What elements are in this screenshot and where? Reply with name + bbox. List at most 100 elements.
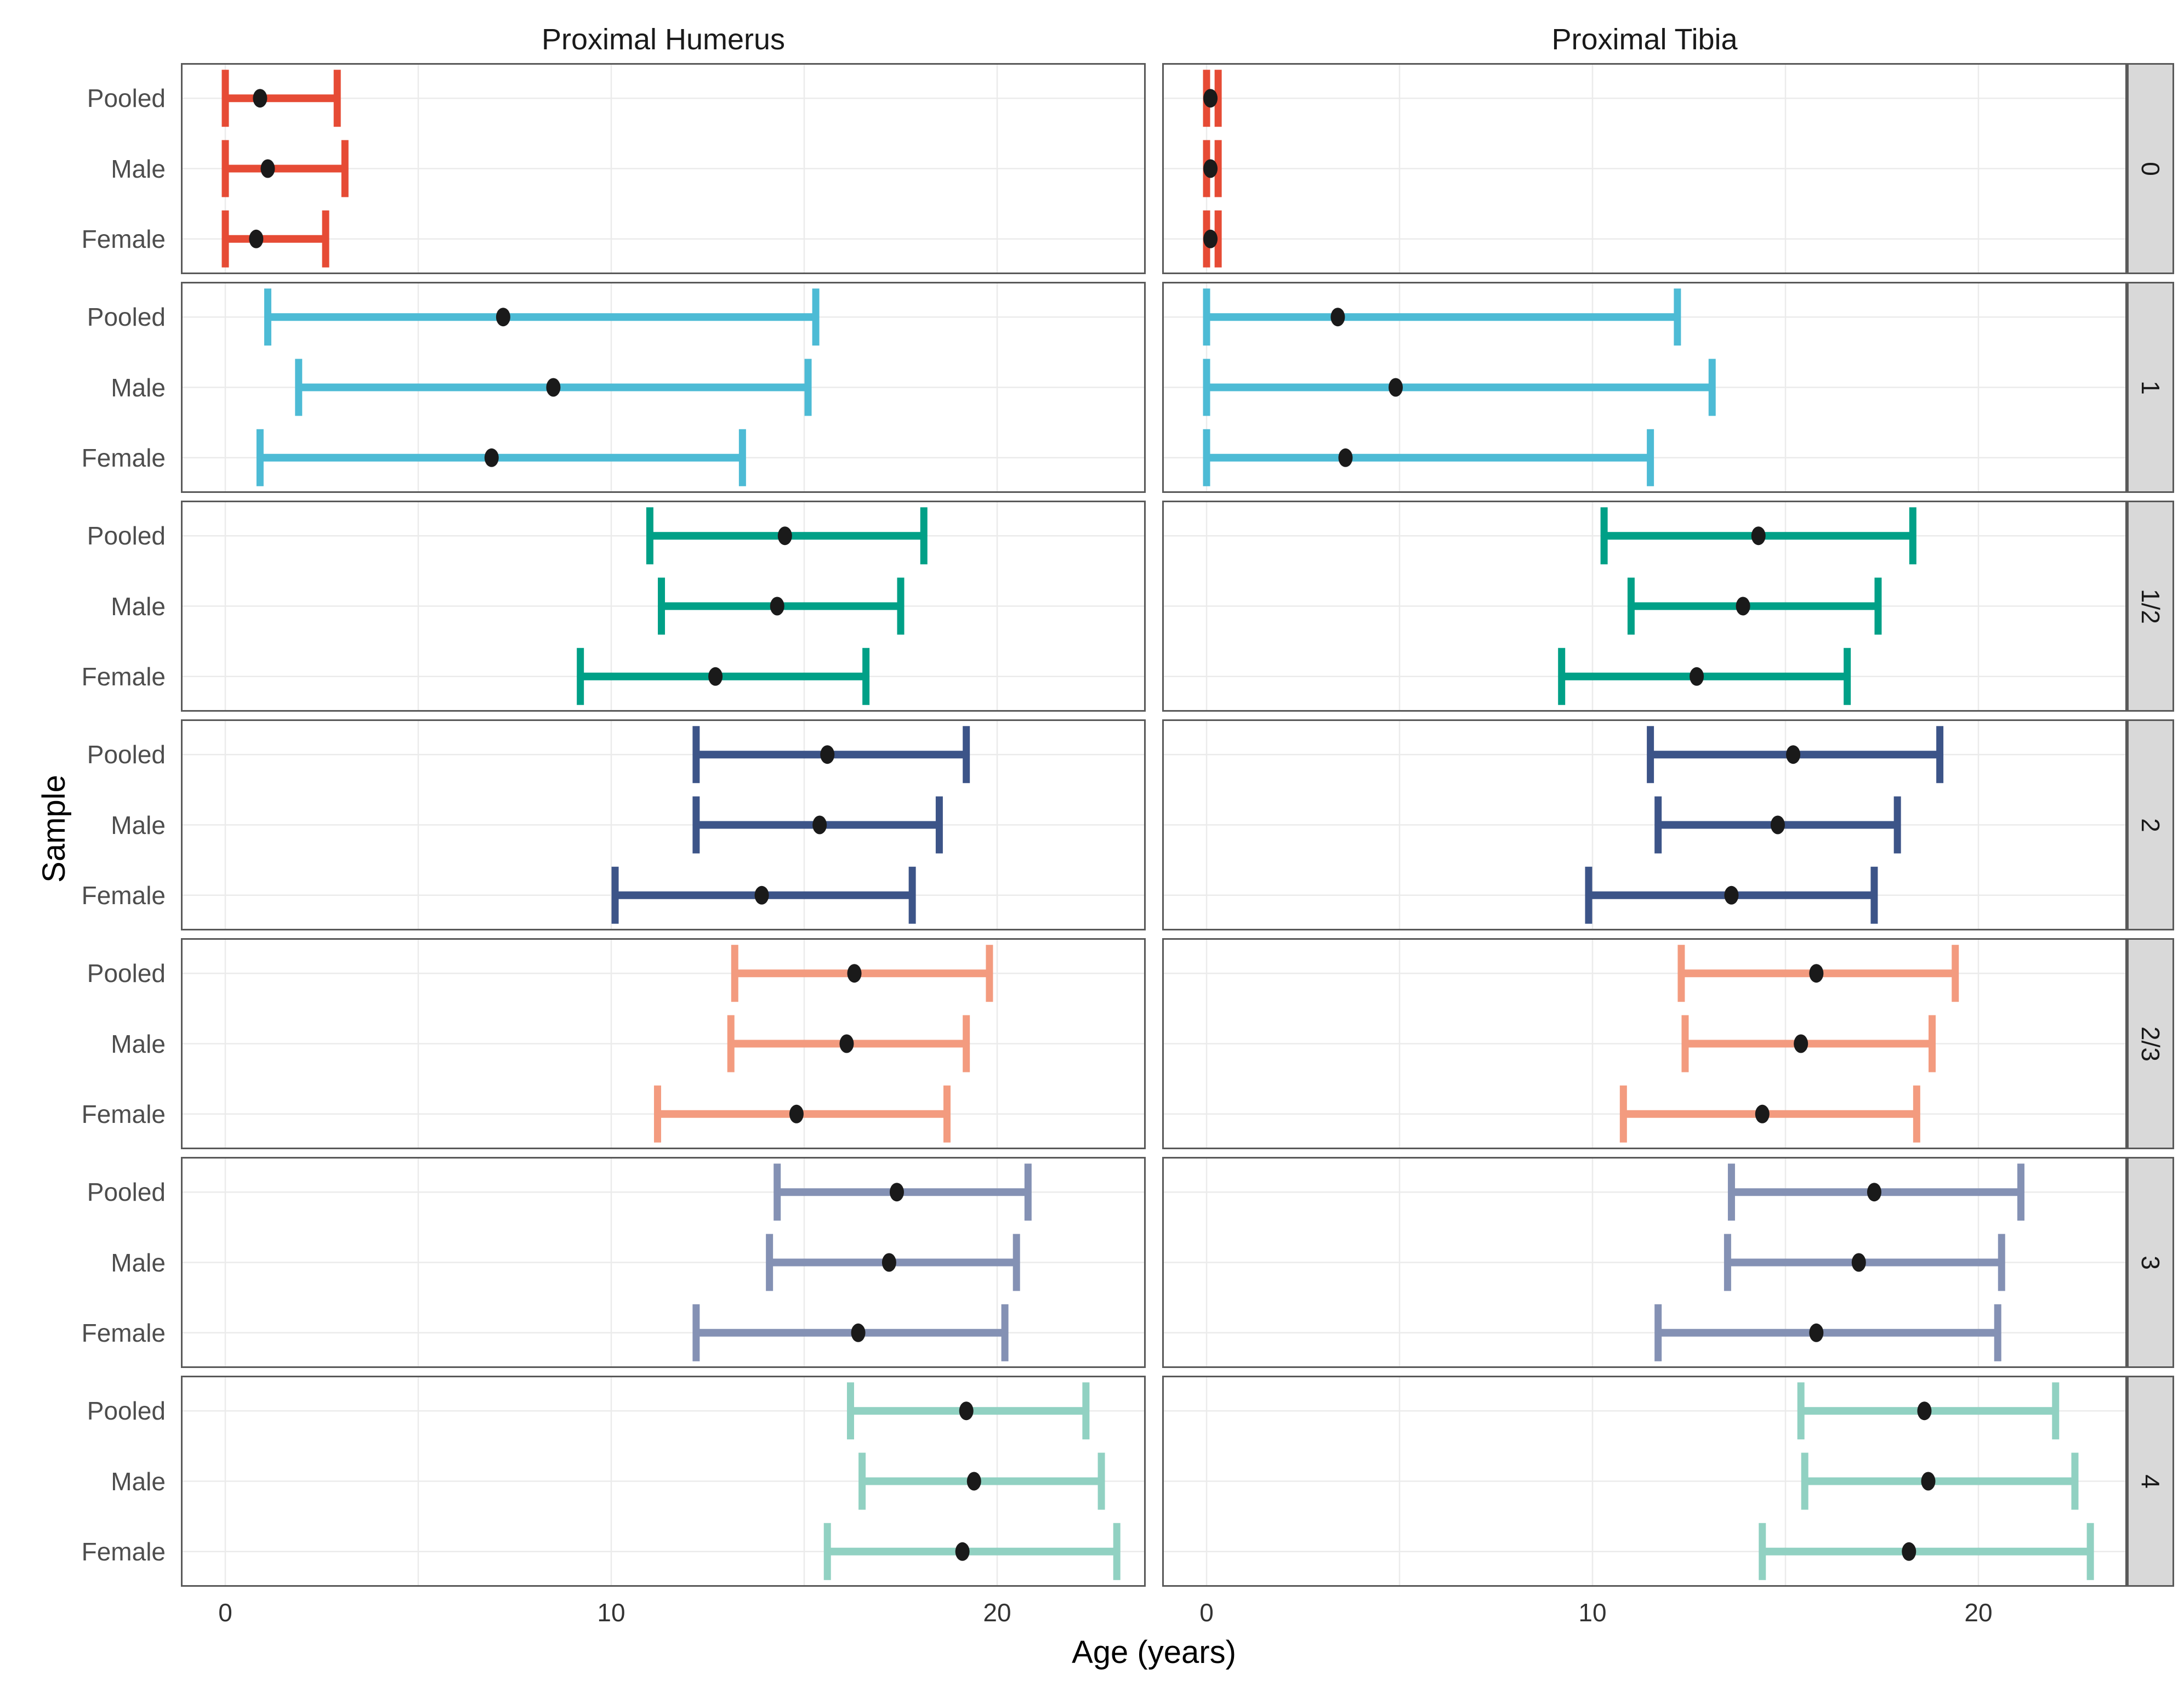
- point-estimate-dot: [881, 1253, 896, 1272]
- point-estimate-dot: [1203, 229, 1218, 248]
- point-estimate-dot: [959, 1401, 974, 1421]
- y-tick-label: Male: [111, 592, 166, 621]
- point-estimate-dot: [1690, 667, 1704, 686]
- point-estimate-dot: [1794, 1034, 1808, 1053]
- errorbar-tibia-stage-4-female: [1759, 1523, 2094, 1580]
- panel-humerus-stage-1/2: [181, 501, 1146, 712]
- point-estimate-dot: [708, 667, 723, 686]
- point-estimate-dot: [260, 159, 275, 178]
- point-estimate-dot: [253, 89, 268, 108]
- panel-humerus-stage-2/3: [181, 938, 1146, 1149]
- panel-border: [181, 282, 1146, 493]
- facet-strip-stage-1/2: 1/2: [2127, 501, 2174, 712]
- panel-border: [181, 719, 1146, 930]
- panel-border: [1162, 63, 2127, 274]
- panel-svg: [1162, 938, 2127, 1149]
- errorbar-humerus-stage-2/3-male: [727, 1015, 970, 1072]
- y-axis-labels-stage-2/3: Pooled Male Female: [0, 938, 181, 1157]
- panel-svg: [1162, 719, 2127, 930]
- errorbar-humerus-stage-3-female: [692, 1304, 1009, 1361]
- y-tick-label: Female: [81, 881, 166, 910]
- errorbar-humerus-stage-2-female: [611, 866, 916, 924]
- y-axis-labels-stage-2: Pooled Male Female: [0, 719, 181, 938]
- point-estimate-dot: [889, 1183, 904, 1202]
- facet-strip-label: 2/3: [2136, 1026, 2165, 1061]
- errorbar-tibia-stage-1/2-male: [1627, 577, 1882, 635]
- errorbar-tibia-stage-1-pooled: [1203, 288, 1681, 346]
- point-estimate-dot: [851, 1323, 866, 1342]
- y-axis-labels-stage-4: Pooled Male Female: [0, 1376, 181, 1594]
- panel-svg: [181, 1376, 1146, 1587]
- point-estimate-dot: [1724, 885, 1739, 905]
- panel-tibia-stage-1/2: [1162, 501, 2127, 712]
- errorbar-tibia-stage-2-pooled: [1647, 726, 1944, 784]
- panel-humerus-stage-1: [181, 282, 1146, 493]
- y-tick-label: Pooled: [87, 303, 166, 332]
- y-tick-label: Female: [81, 224, 166, 253]
- facet-strip-label: 2: [2136, 818, 2165, 832]
- errorbar-humerus-stage-4-female: [823, 1523, 1121, 1580]
- errorbar-tibia-stage-3-female: [1654, 1304, 2001, 1361]
- point-estimate-dot: [839, 1034, 854, 1053]
- panel-svg: [181, 501, 1146, 712]
- facet-strip-stage-0: 0: [2127, 63, 2174, 274]
- panel-humerus-stage-3: [181, 1157, 1146, 1368]
- y-tick-label: Female: [81, 1318, 166, 1347]
- x-tick-label: 0: [218, 1598, 232, 1627]
- point-estimate-dot: [1921, 1472, 1936, 1491]
- point-estimate-dot: [1751, 526, 1766, 546]
- y-tick-label: Pooled: [87, 959, 166, 988]
- column-facet-title-proximal-humerus: Proximal Humerus: [541, 23, 786, 56]
- errorbar-tibia-stage-2/3-pooled: [1677, 945, 1959, 1002]
- point-estimate-dot: [1809, 1323, 1824, 1342]
- panel-border: [1162, 501, 2127, 712]
- errorbar-tibia-stage-3-male: [1724, 1234, 2005, 1291]
- facet-strip-stage-2/3: 2/3: [2127, 938, 2174, 1149]
- y-tick-label: Female: [81, 443, 166, 472]
- panel-border: [1162, 1157, 2127, 1368]
- panel-border: [181, 1376, 1146, 1587]
- point-estimate-dot: [820, 745, 835, 764]
- point-estimate-dot: [754, 885, 769, 905]
- panel-svg: [181, 1157, 1146, 1368]
- errorbar-humerus-stage-2/3-pooled: [731, 945, 993, 1002]
- errorbar-humerus-stage-1/2-female: [577, 648, 870, 705]
- y-tick-label: Male: [111, 1467, 166, 1496]
- x-tick-label: 10: [597, 1598, 625, 1627]
- panel-tibia-stage-4: [1162, 1376, 2127, 1587]
- panel-svg: [1162, 282, 2127, 493]
- errorbar-humerus-stage-1-male: [295, 359, 812, 416]
- x-tick-label: 0: [1199, 1598, 1214, 1627]
- panel-tibia-stage-3: [1162, 1157, 2127, 1368]
- point-estimate-dot: [770, 597, 784, 616]
- point-estimate-dot: [789, 1104, 804, 1123]
- errorbar-humerus-stage-3-male: [766, 1234, 1020, 1291]
- y-axis-labels-stage-1: Pooled Male Female: [0, 282, 181, 501]
- point-estimate-dot: [955, 1542, 970, 1561]
- x-tick-label: 20: [983, 1598, 1011, 1627]
- facet-strip-label: 1: [2136, 380, 2165, 395]
- y-tick-label: Female: [81, 662, 166, 691]
- point-estimate-dot: [1736, 597, 1750, 616]
- point-estimate-dot: [546, 378, 561, 397]
- facet-strip-label: 3: [2136, 1255, 2165, 1270]
- facet-strip-stage-1: 1: [2127, 282, 2174, 493]
- point-estimate-dot: [1388, 378, 1403, 397]
- y-tick-label: Male: [111, 1248, 166, 1277]
- errorbar-humerus-stage-1/2-male: [658, 577, 905, 635]
- column-facet-title-proximal-tibia: Proximal Tibia: [1551, 23, 1738, 56]
- errorbar-tibia-stage-1/2-female: [1558, 648, 1851, 705]
- y-axis-labels-stage-3: Pooled Male Female: [0, 1157, 181, 1376]
- y-tick-label: Male: [111, 810, 166, 839]
- point-estimate-dot: [1851, 1253, 1866, 1272]
- point-estimate-dot: [1902, 1542, 1916, 1561]
- point-estimate-dot: [1867, 1183, 1881, 1202]
- errorbar-humerus-stage-2/3-female: [653, 1085, 951, 1143]
- y-tick-label: Male: [111, 373, 166, 402]
- panel-border: [1162, 719, 2127, 930]
- x-axis-title: Age (years): [1072, 1634, 1236, 1670]
- errorbar-tibia-stage-4-male: [1801, 1452, 2079, 1510]
- panel-border: [181, 938, 1146, 1149]
- x-tick-label: 20: [1964, 1598, 1993, 1627]
- point-estimate-dot: [847, 964, 862, 983]
